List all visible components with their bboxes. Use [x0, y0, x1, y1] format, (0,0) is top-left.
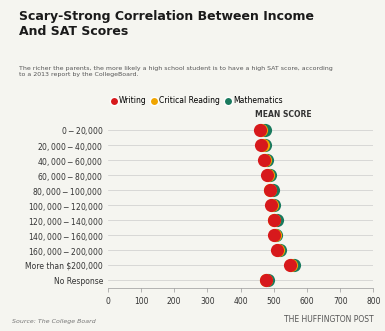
Point [275, 217, 281, 223]
Point [262, 158, 268, 163]
Point [291, 263, 298, 268]
Point [274, 248, 280, 253]
Point [261, 127, 268, 133]
Point [263, 278, 269, 283]
Point [269, 203, 275, 208]
Point [272, 233, 278, 238]
Point [256, 127, 263, 133]
Point [264, 172, 270, 178]
Point [271, 233, 277, 238]
Point [264, 158, 270, 163]
Text: MEAN SCORE: MEAN SCORE [256, 111, 312, 119]
Text: THE HUFFINGTON POST: THE HUFFINGTON POST [284, 315, 373, 324]
Point [277, 248, 283, 253]
Point [266, 172, 273, 178]
Legend: Writing, Critical Reading, Mathematics: Writing, Critical Reading, Mathematics [112, 97, 283, 106]
Point [258, 127, 264, 133]
Point [264, 172, 271, 178]
Point [263, 278, 269, 283]
Point [271, 217, 278, 223]
Point [271, 217, 278, 223]
Text: The richer the parents, the more likely a high school student is to have a high : The richer the parents, the more likely … [19, 66, 333, 77]
Point [268, 203, 274, 208]
Point [275, 248, 281, 253]
Point [258, 142, 264, 148]
Point [262, 142, 268, 148]
Point [261, 158, 267, 163]
Point [273, 233, 280, 238]
Text: Source: The College Board: Source: The College Board [12, 319, 95, 324]
Text: Scary-Strong Correlation Between Income
And SAT Scores: Scary-Strong Correlation Between Income … [19, 10, 314, 38]
Point [265, 278, 271, 283]
Point [267, 188, 273, 193]
Point [270, 188, 276, 193]
Point [267, 188, 273, 193]
Point [271, 203, 277, 208]
Point [260, 142, 266, 148]
Point [288, 263, 294, 268]
Point [287, 263, 293, 268]
